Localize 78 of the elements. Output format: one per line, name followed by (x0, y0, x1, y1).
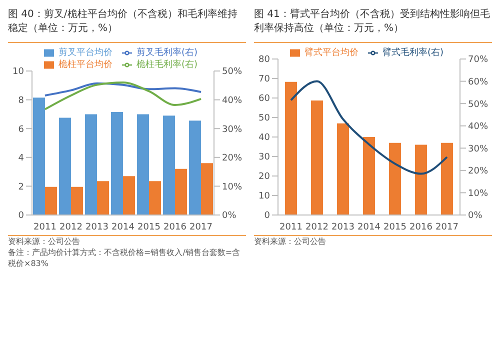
bar (415, 144, 427, 215)
x-tick-label: 2013 (332, 222, 354, 232)
bar (285, 82, 297, 215)
bar (337, 123, 349, 215)
legend-label: 桅柱毛利率(右) (136, 60, 198, 70)
bar (97, 181, 109, 215)
x-tick-label: 2012 (60, 222, 82, 232)
bar (59, 118, 71, 215)
bar (137, 114, 149, 215)
y2-tick-label: 40% (222, 96, 242, 106)
bar (389, 142, 401, 215)
line-series (44, 82, 202, 110)
bar (111, 112, 123, 215)
bar (163, 116, 175, 215)
y-tick-label: 60 (258, 94, 270, 104)
bar (311, 100, 323, 215)
y-tick-label: 4 (18, 154, 24, 164)
bar (149, 181, 161, 215)
x-tick-label: 2014 (358, 222, 381, 232)
y2-tick-label: 0% (468, 211, 483, 222)
line-series (290, 80, 448, 175)
legend-label: 桅柱平台均价 (58, 60, 112, 70)
y-tick-label: 2 (18, 182, 24, 192)
x-tick-label: 2011 (34, 222, 56, 232)
y2-tick-label: 20% (468, 166, 488, 177)
y2-tick-label: 50% (222, 67, 242, 78)
bar (123, 176, 135, 215)
x-tick-label: 2017 (436, 222, 458, 232)
y2-tick-label: 30% (222, 124, 242, 135)
bar (85, 114, 97, 215)
y2-tick-label: 0% (222, 211, 237, 222)
bar (441, 142, 453, 215)
y-tick-label: 80 (258, 55, 270, 66)
bar (71, 186, 83, 215)
y-tick-label: 6 (18, 124, 24, 135)
x-tick-label: 2012 (306, 222, 328, 232)
y-tick-label: 40 (258, 133, 270, 144)
bar (45, 186, 57, 215)
y-tick-label: 10 (258, 192, 270, 202)
x-tick-label: 2016 (164, 222, 187, 232)
legend-label: 臂式毛利率(右) (382, 48, 444, 58)
y2-tick-label: 50% (468, 100, 488, 110)
x-tick-label: 2013 (86, 222, 108, 232)
chart-title: 图 40：剪叉/桅柱平台均价（不含税）和毛利率维持稳定（单位：万元，%） (8, 8, 246, 43)
bar (189, 120, 201, 215)
bar (175, 168, 187, 215)
y-tick-label: 30 (258, 152, 270, 163)
legend-label: 剪叉毛利率(右) (136, 48, 198, 58)
y2-tick-label: 40% (468, 122, 488, 132)
y-tick-label: 20 (258, 172, 270, 182)
y2-tick-label: 20% (222, 154, 242, 164)
text: 资料来源：公司公告 (8, 236, 81, 247)
x-tick-label: 2016 (410, 222, 433, 232)
y-tick-label: 50 (258, 114, 270, 124)
y-tick-label: 8 (18, 96, 24, 106)
x-tick-label: 2017 (190, 222, 212, 232)
y2-tick-label: 30% (468, 144, 488, 154)
y2-tick-label: 70% (468, 55, 488, 66)
y-tick-label: 70 (258, 74, 270, 85)
bar (33, 98, 45, 215)
y-tick-label: 0 (264, 211, 270, 222)
x-tick-label: 2015 (384, 222, 406, 232)
x-tick-label: 2015 (138, 222, 160, 232)
legend-label: 臂式平台均价 (304, 48, 358, 58)
y-tick-label: 10 (12, 67, 24, 78)
legend-label: 剪叉平台均价 (58, 48, 112, 58)
line-series (44, 82, 202, 96)
x-tick-label: 2014 (112, 222, 135, 232)
y-tick-label: 0 (18, 211, 24, 222)
bar (201, 163, 213, 215)
x-tick-label: 2011 (280, 222, 302, 232)
y2-tick-label: 10% (222, 182, 242, 192)
bar (363, 137, 375, 215)
text: 资料来源：公司公告 (254, 236, 492, 247)
y2-tick-label: 10% (468, 188, 488, 199)
y2-tick-label: 60% (468, 77, 488, 88)
chart-title: 图 41：臂式平台均价（不含税）受到结构性影响但毛利率保持高位（单位：万元，%） (254, 8, 492, 43)
text: 备注：产品均价计算方式：不含税价格=销售收入/销售台套数=含税价×83% (8, 247, 242, 269)
